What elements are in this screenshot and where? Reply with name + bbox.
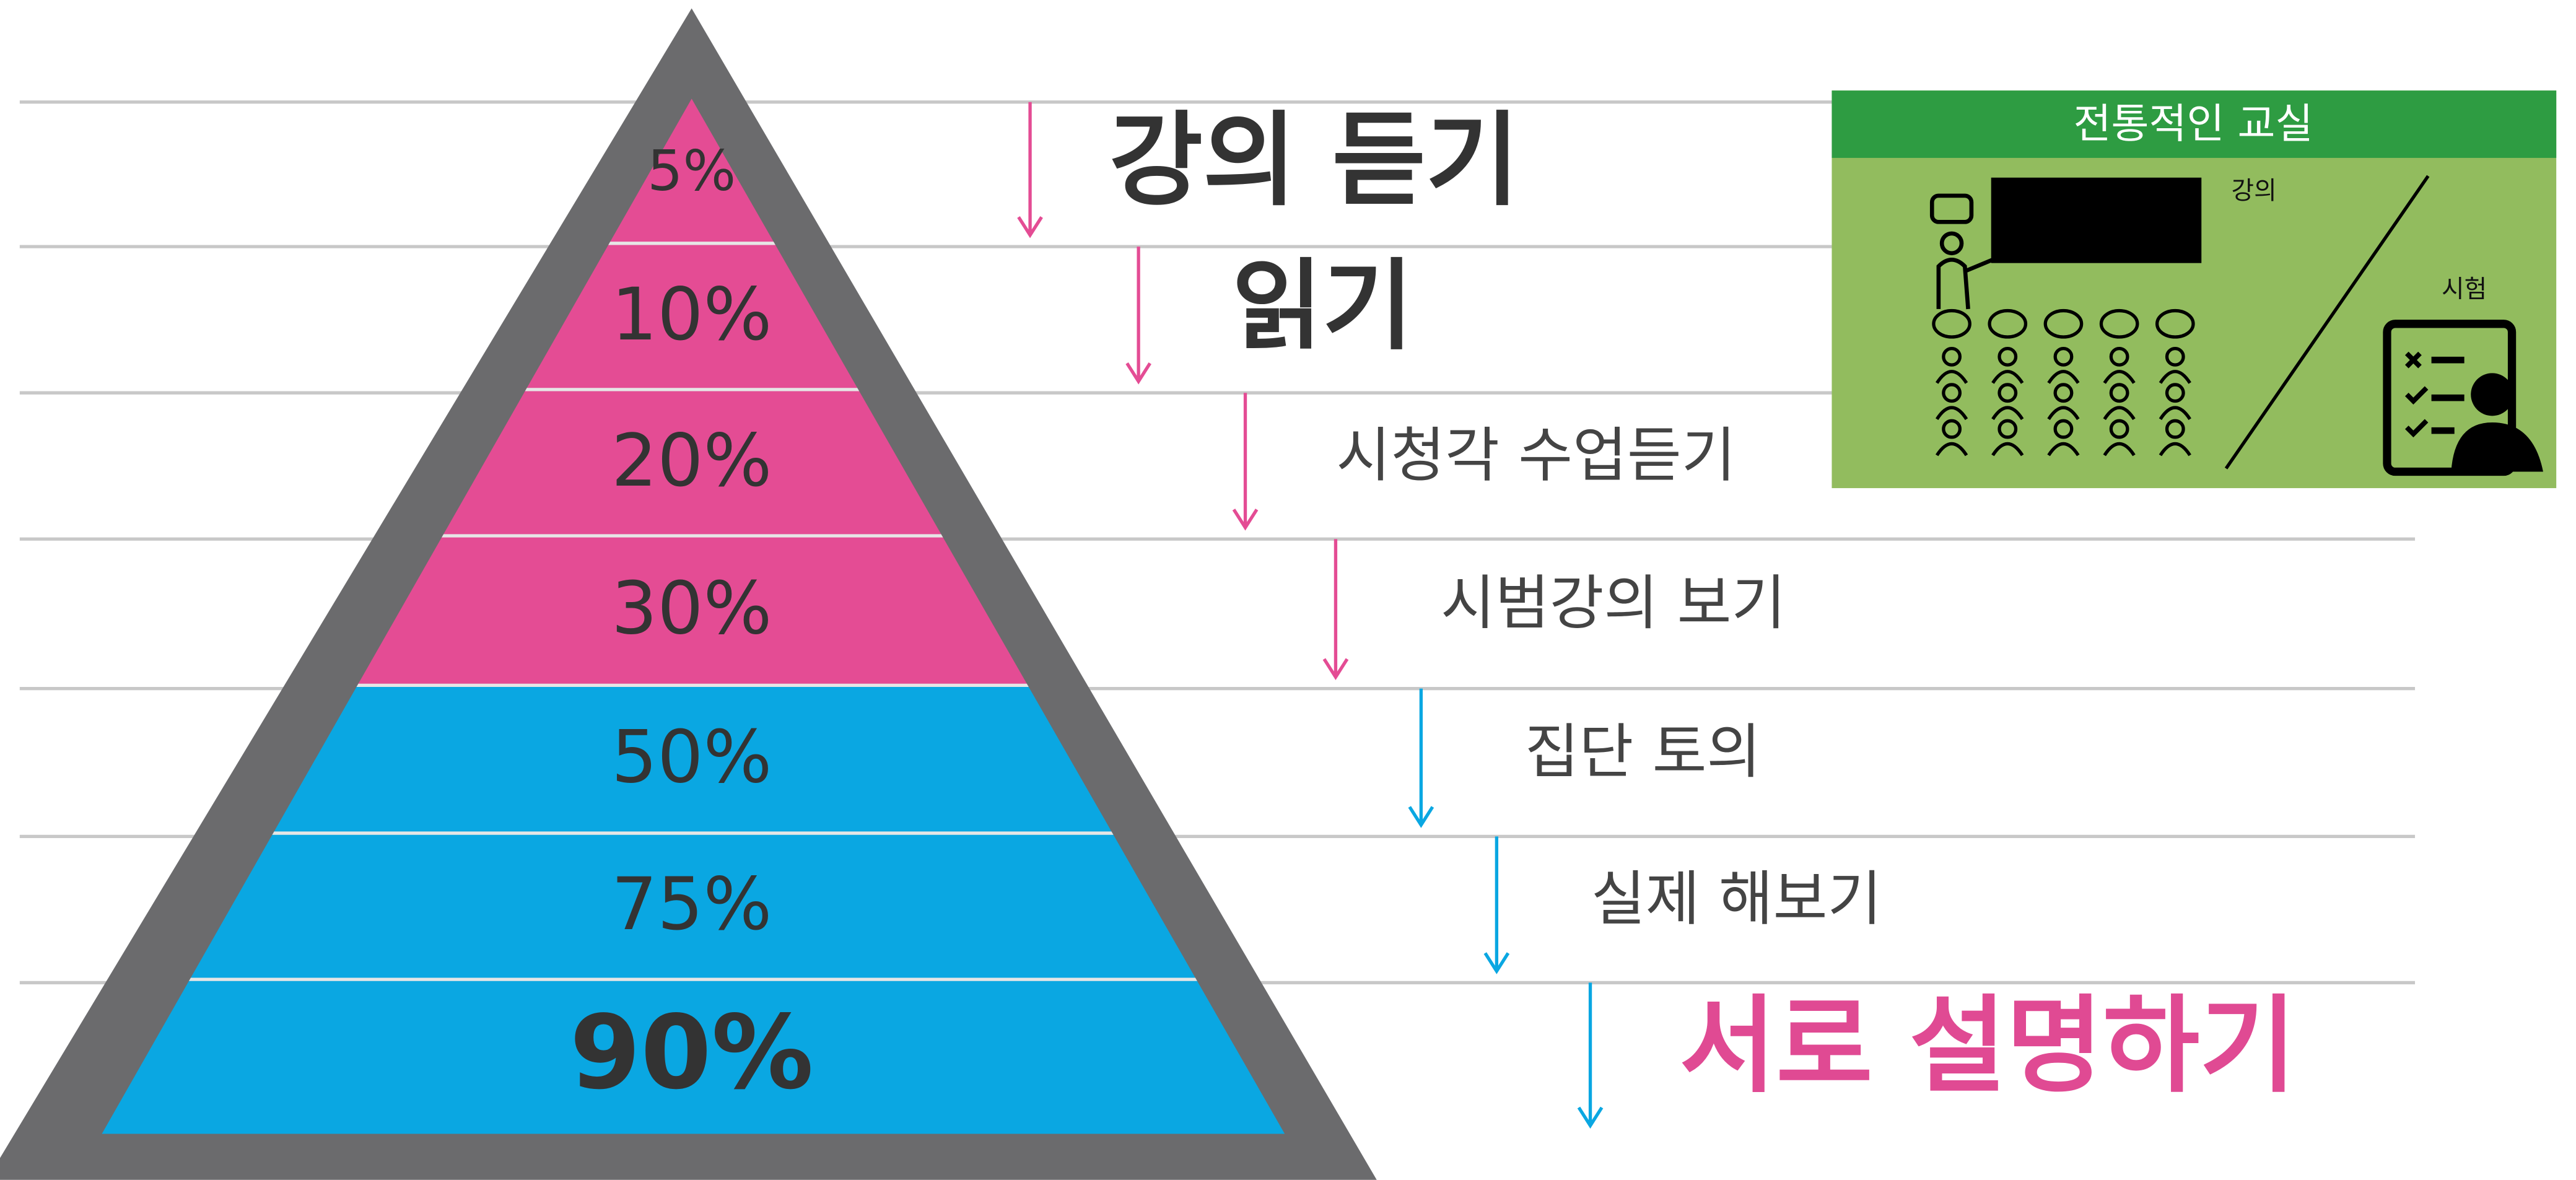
blackboard: [1991, 178, 2202, 263]
percent-label: 5%: [647, 138, 736, 203]
percent-label: 20%: [611, 419, 772, 503]
exam-label: 시험: [2442, 275, 2487, 304]
percent-label: 75%: [611, 862, 772, 946]
activity-label: 시범강의 보기: [1441, 569, 1786, 638]
percent-label: 90%: [570, 993, 814, 1112]
classroom-box: 전통적인 교실 강의 시험: [1832, 90, 2556, 488]
arrow: [1485, 836, 1508, 971]
learning-pyramid: 5% 강의 듣기 10% 읽기 20% 시청각 수업듣기 30% 시범강의 보기 50% 집단 토…: [0, 0, 2576, 1180]
percent-label: 50%: [611, 715, 772, 800]
arrow: [1410, 689, 1433, 825]
arrow: [1324, 539, 1347, 677]
activity-label: 시청각 수업듣기: [1336, 421, 1736, 490]
page: 5% 강의 듣기 10% 읽기 20% 시청각 수업듣기 30% 시범강의 보기 50% 집단 토…: [0, 0, 2576, 1180]
activity-label: 읽기: [1232, 248, 1413, 364]
percent-label: 10%: [611, 273, 772, 357]
percent-label: 30%: [611, 567, 772, 651]
arrow: [1234, 393, 1257, 527]
activity-label: 서로 설명하기: [1679, 985, 2296, 1108]
activity-label: 집단 토의: [1525, 717, 1762, 787]
arrow: [1127, 247, 1150, 381]
box-title: 전통적인 교실: [2073, 100, 2313, 148]
activity-label: 실제 해보기: [1591, 864, 1882, 933]
arrow: [1019, 102, 1042, 235]
activity-label: 강의 듣기: [1109, 101, 1519, 220]
arrow: [1579, 982, 1602, 1125]
lecture-label: 강의: [2232, 177, 2277, 205]
